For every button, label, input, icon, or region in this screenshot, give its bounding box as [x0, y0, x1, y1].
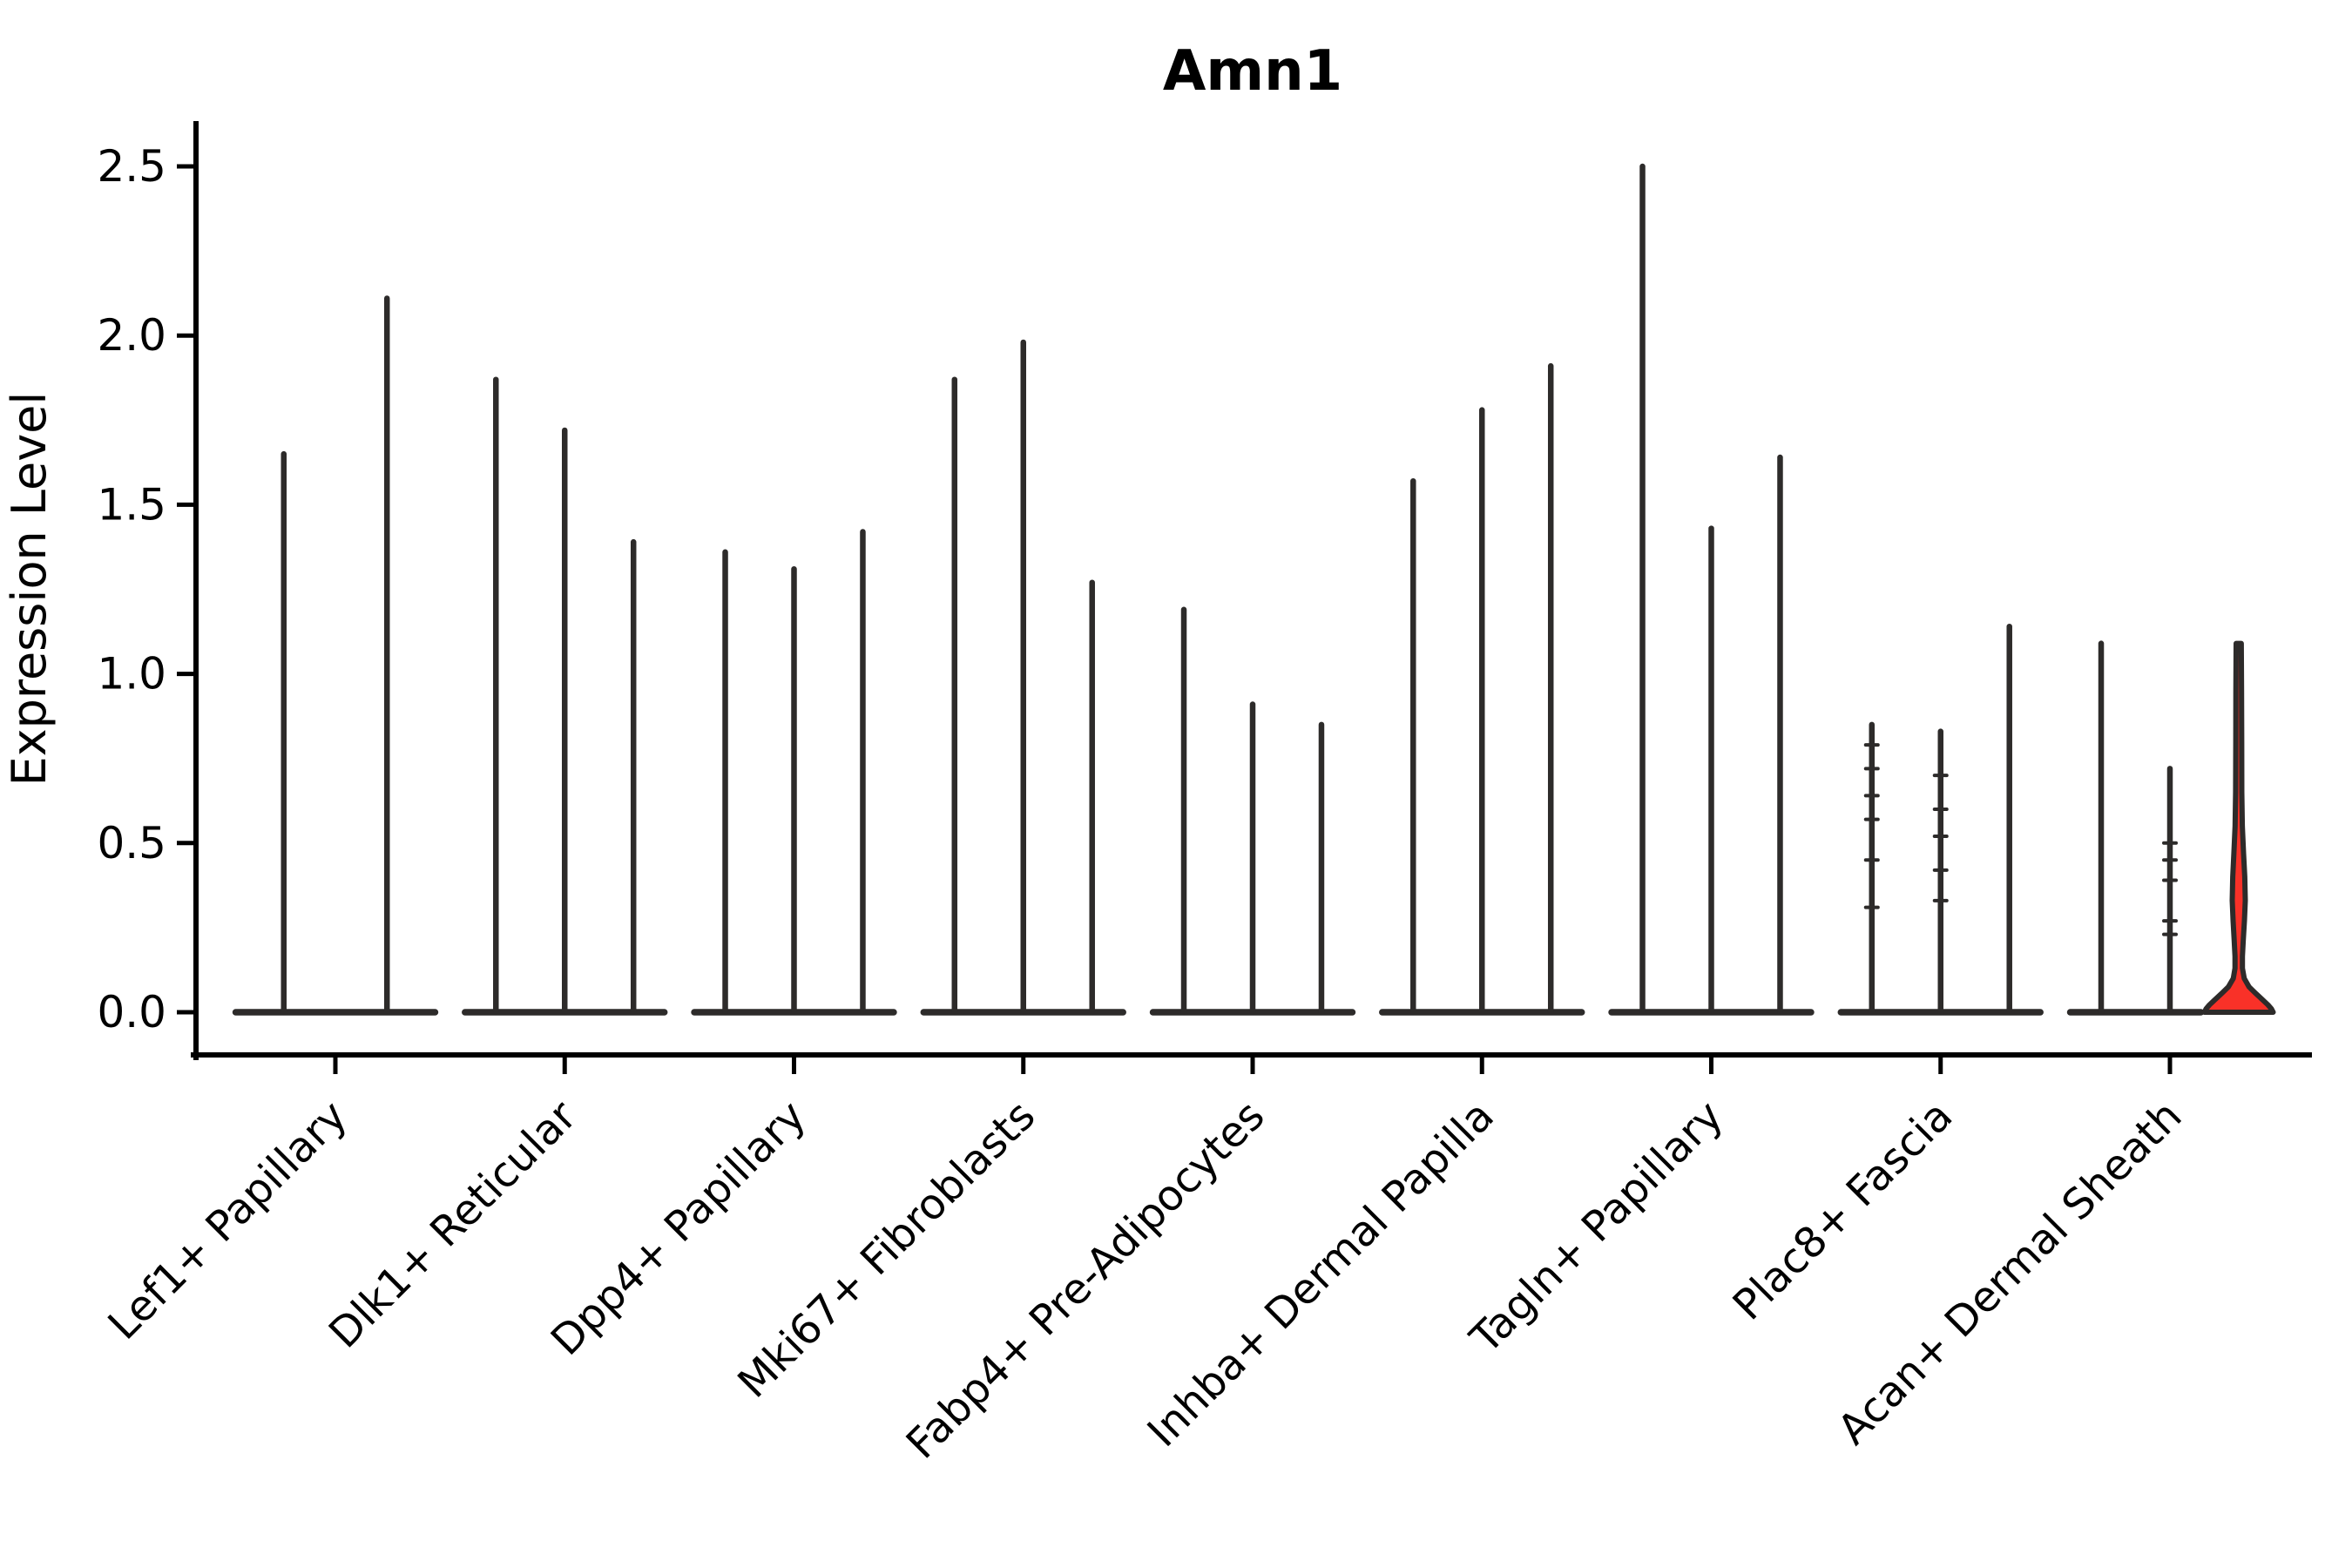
x-tick-label: Plac8+ Fascia: [1724, 1092, 1963, 1330]
y-axis-label: Expression Level: [2, 392, 57, 787]
x-tick-label: Dpp4+ Papillary: [542, 1092, 815, 1365]
violin-group: [232, 295, 439, 1016]
y-axis-ticks: 0.0 0.5 1.0 1.5 2.0 2.5: [97, 141, 196, 1037]
violin-group: [1149, 606, 1356, 1016]
y-tick-label: 2.0: [97, 310, 166, 361]
violin-series: [232, 163, 2276, 1016]
y-tick-label: 1.5: [97, 479, 166, 530]
violin-group: [920, 339, 1126, 1016]
y-tick-label: 2.5: [97, 141, 166, 192]
x-tick-label: Tagln+ Papillary: [1461, 1092, 1733, 1363]
violin-group: [691, 529, 897, 1016]
violin-group: [1379, 362, 1585, 1016]
y-tick-label: 1.0: [97, 649, 166, 700]
violin-group: [1837, 623, 2044, 1016]
highlighted-violin: [2201, 640, 2276, 1015]
violin-group: [1608, 163, 1815, 1016]
violin-group: [2066, 640, 2276, 1016]
y-tick-label: 0.5: [97, 818, 166, 868]
y-tick-label: 0.0: [97, 987, 166, 1037]
x-tick-label: Lef1+ Papillary: [99, 1092, 357, 1349]
x-tick-label: Dlk1+ Reticular: [320, 1092, 586, 1358]
violin-group: [462, 376, 668, 1016]
chart-title: Amn1: [1163, 39, 1342, 104]
